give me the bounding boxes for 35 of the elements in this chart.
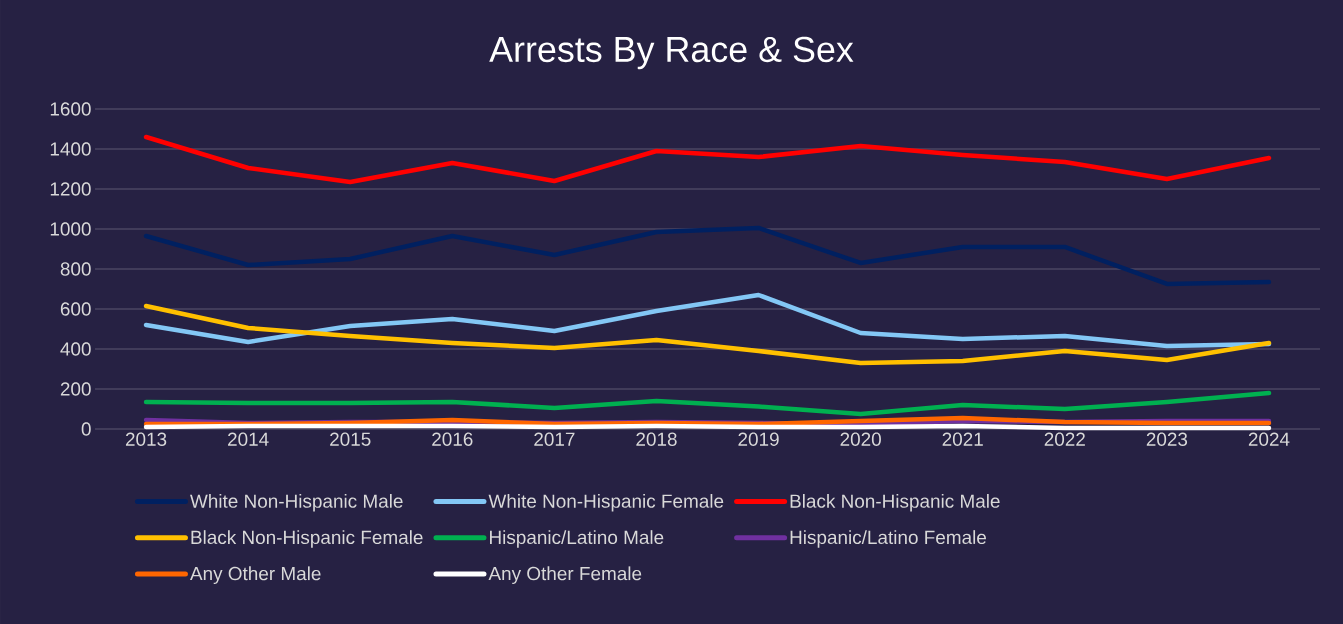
y-tick-label: 1400 [50, 142, 91, 156]
line-series [143, 390, 1272, 417]
legend-label: Any Other Female [488, 566, 642, 584]
x-tick-label: 2013 [125, 432, 167, 446]
legend-label: White Non-Hispanic Female [488, 493, 724, 512]
legend-label: White Non-Hispanic Male [190, 493, 403, 512]
x-tick-label: 2024 [1248, 432, 1290, 446]
x-tick-label: 2018 [636, 432, 677, 446]
y-tick-label: 400 [60, 342, 91, 356]
y-tick-label: 800 [60, 262, 91, 276]
x-tick-label: 2017 [534, 432, 575, 446]
legend-label: Black Non-Hispanic Female [191, 530, 423, 548]
legend-label: Black Non-Hispanic Male [790, 493, 1000, 512]
x-tick-label: 2019 [738, 432, 779, 446]
y-tick-label: 600 [60, 302, 91, 316]
x-tick-label: 2014 [228, 432, 269, 446]
line-series [143, 134, 1272, 185]
line-series [143, 225, 1272, 287]
x-tick-label: 2021 [942, 432, 983, 446]
x-tick-label: 2015 [330, 432, 371, 446]
y-tick-label: 1200 [50, 182, 91, 196]
line-series [143, 292, 1272, 349]
y-tick-label: 200 [60, 382, 91, 396]
x-tick-label: 2022 [1044, 432, 1085, 446]
x-tick-label: 2020 [840, 432, 881, 446]
legend-label: Hispanic/Latino Male [490, 530, 664, 548]
line-series [143, 303, 1272, 366]
legend-label: Hispanic/Latino Female [790, 530, 987, 548]
y-tick-label: 0 [81, 422, 91, 436]
x-tick-label: 2016 [432, 432, 473, 446]
y-tick-label: 1600 [50, 102, 91, 116]
y-tick-label: 1000 [50, 222, 91, 236]
legend-label: Any Other Male [189, 566, 321, 584]
chart-title: Arrests By Race & Sex [489, 36, 854, 70]
x-tick-label: 2023 [1146, 432, 1188, 446]
